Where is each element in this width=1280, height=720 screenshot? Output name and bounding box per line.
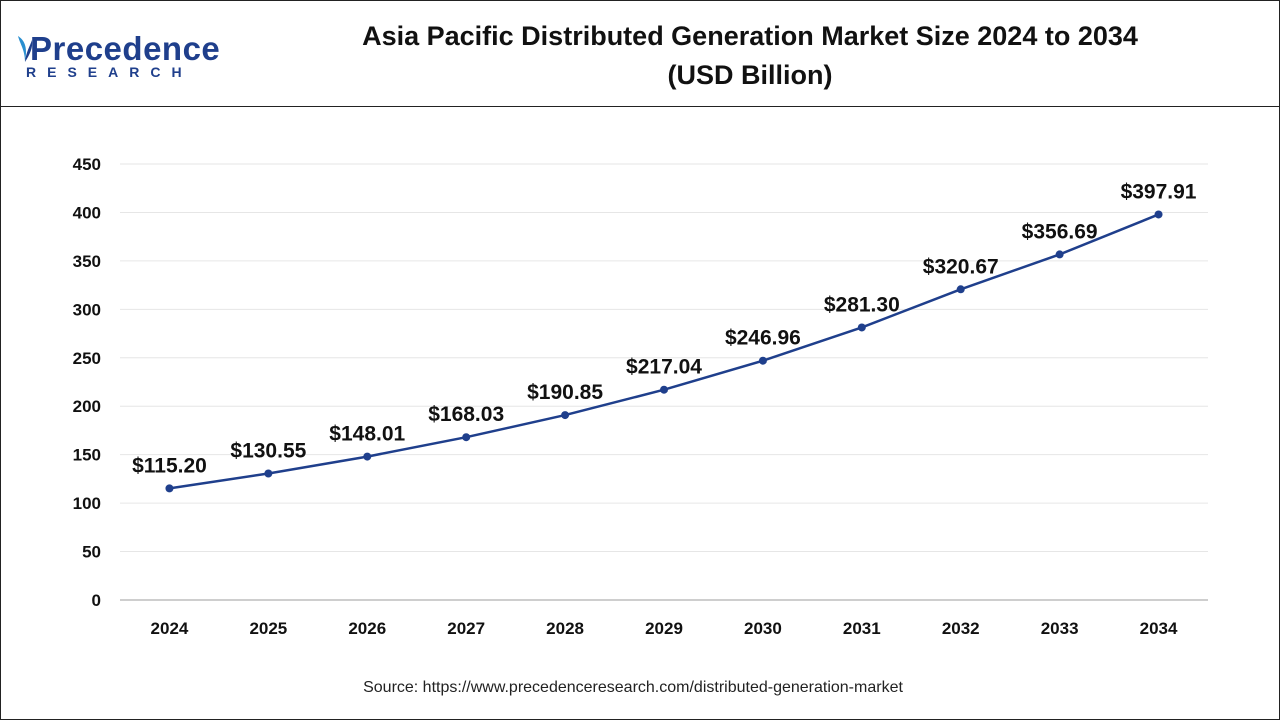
header: Precedence RESEARCH Asia Pacific Distrib… [0, 0, 1280, 107]
data-label: $356.69 [1022, 220, 1098, 243]
series-line [169, 213, 1160, 490]
data-label: $217.04 [626, 356, 702, 379]
series-market-size [165, 210, 1163, 493]
x-tick-label: 2024 [151, 619, 189, 638]
axes: 0 50 100 150 200 250 300 350 400 450 2024 2025 2026 2… [73, 155, 1208, 638]
leaf-icon [18, 36, 33, 62]
data-label: $281.30 [824, 293, 900, 316]
y-tick-label: 0 [92, 591, 101, 610]
data-label: $168.03 [428, 403, 504, 426]
data-point [462, 433, 471, 442]
x-tick-label: 2034 [1140, 619, 1178, 638]
x-tick-label: 2033 [1041, 619, 1079, 638]
brand-logo: Precedence RESEARCH [18, 28, 222, 84]
x-tick-label: 2026 [348, 619, 386, 638]
y-tick-label: 150 [73, 446, 101, 465]
y-tick-label: 100 [73, 494, 101, 513]
logo-subtext: RESEARCH [26, 64, 193, 80]
x-tick-label: 2029 [645, 619, 683, 638]
y-tick-label: 300 [73, 300, 101, 319]
y-tick-label: 200 [73, 397, 101, 416]
chart-title-line1: Asia Pacific Distributed Generation Mark… [362, 21, 1138, 51]
data-point [363, 452, 372, 461]
grid-lines [120, 163, 1208, 553]
data-label: $148.01 [329, 423, 405, 446]
data-label: $190.85 [527, 381, 603, 404]
line-chart: 0 50 100 150 200 250 300 350 400 450 2024 2025 2026 2… [73, 155, 1208, 638]
data-label: $320.67 [923, 255, 999, 278]
x-tick-label: 2025 [249, 619, 287, 638]
x-tick-label: 2028 [546, 619, 584, 638]
data-point [660, 385, 668, 394]
data-point [1154, 210, 1163, 219]
x-tick-label: 2032 [942, 619, 980, 638]
data-label: $246.96 [725, 327, 801, 350]
y-tick-label: 450 [73, 155, 101, 174]
data-point [165, 484, 174, 493]
data-labels: $115.20 $130.55 $148.01 $168.03 $190.85 $217.… [132, 180, 1197, 477]
chart-title-line2: (USD Billion) [667, 60, 833, 90]
data-point [561, 411, 570, 420]
x-tick-label: 2027 [447, 619, 485, 638]
y-tick-label: 50 [82, 543, 101, 562]
data-point [758, 356, 767, 365]
data-label: $130.55 [230, 440, 306, 463]
x-tick-label: 2031 [843, 619, 881, 638]
data-point [1055, 250, 1064, 259]
y-tick-label: 400 [73, 203, 101, 222]
y-tick-label: 350 [73, 252, 101, 271]
source-note: Source: https://www.precedenceresearch.c… [363, 679, 903, 696]
y-tick-label: 250 [73, 349, 101, 368]
logo-text: Precedence [30, 30, 221, 67]
data-point [264, 469, 273, 478]
data-point [857, 323, 866, 332]
data-label: $115.20 [132, 454, 207, 477]
chart-title: Asia Pacific Distributed Generation Mark… [300, 17, 1200, 95]
data-point [956, 285, 965, 294]
x-tick-label: 2030 [744, 619, 782, 638]
data-label: $397.91 [1121, 180, 1197, 203]
